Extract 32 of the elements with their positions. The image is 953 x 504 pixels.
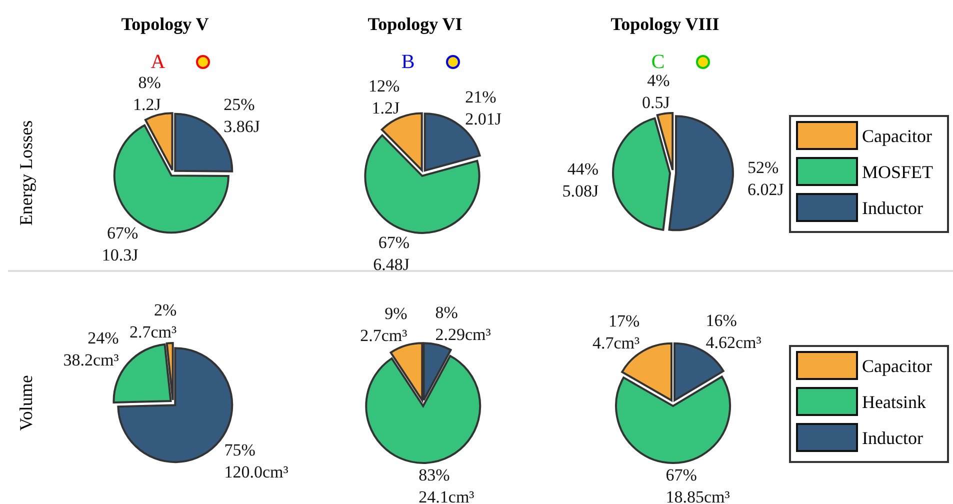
- legend-label: MOSFET: [862, 162, 934, 182]
- data-label: 2% 2.7cm³: [130, 300, 177, 342]
- chart-subtitle: B: [401, 51, 415, 73]
- legend-label: Heatsink: [862, 392, 926, 412]
- data-label: 12% 1.2J: [368, 76, 400, 118]
- chart-title: Topology V: [121, 14, 209, 34]
- text: Energy Losses: [16, 120, 36, 226]
- data-label: 52% 6.02J: [748, 158, 784, 199]
- data-label: 4% 0.5J: [642, 71, 670, 112]
- chart-subtitle: A: [150, 51, 166, 73]
- chart-title: Topology VI: [368, 14, 462, 34]
- data-label: 8% 2.29cm³: [435, 302, 491, 344]
- data-label: 75% 120.0cm³: [224, 440, 288, 482]
- data-label: 83% 24.1cm³: [418, 466, 474, 504]
- chart-title: Topology VIII: [610, 14, 720, 34]
- legend-label: Capacitor: [862, 356, 932, 376]
- data-label: 17% 4.7cm³: [592, 311, 640, 352]
- legend-label: Capacitor: [862, 126, 932, 146]
- data-label: 67% 10.3J: [102, 224, 139, 265]
- data-label: 67% 6.48J: [373, 232, 410, 274]
- data-label: 21% 2.01J: [465, 87, 502, 128]
- data-label: 16% 4.62cm³: [706, 311, 762, 352]
- data-label: 25% 3.86J: [224, 94, 260, 136]
- data-label: 44% 5.08J: [562, 159, 599, 200]
- chart-subtitle: C: [651, 51, 665, 73]
- legend-label: Inductor: [862, 428, 923, 448]
- data-label: 67% 18.85cm³: [666, 466, 730, 504]
- data-label: 24% 38.2cm³: [63, 328, 119, 370]
- legend-label: Inductor: [862, 198, 923, 218]
- data-label: 9% 2.7cm³: [360, 304, 408, 345]
- data-label: 8% 1.2J: [133, 72, 162, 114]
- text: Volume: [16, 375, 36, 431]
